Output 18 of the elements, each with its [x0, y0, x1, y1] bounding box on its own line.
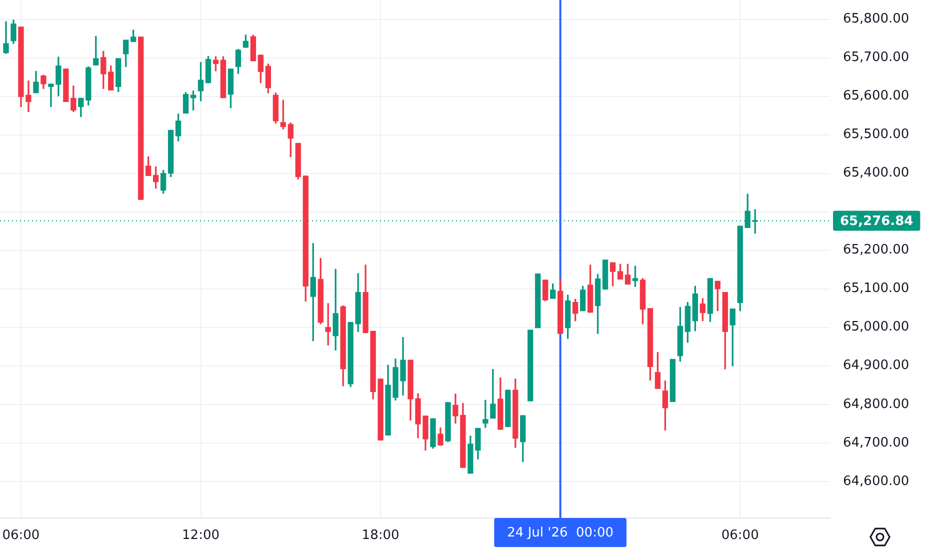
- y-tick-label: 64,700.00: [843, 435, 910, 450]
- y-tick-label: 64,900.00: [843, 358, 910, 374]
- y-tick-label: 65,400.00: [843, 166, 910, 181]
- ref-line-label: 24 Jul '26 00:00: [507, 525, 614, 540]
- x-tick-label: 18:00: [362, 528, 400, 544]
- y-tick-label: 64,600.00: [843, 474, 910, 489]
- y-tick-label: 65,200.00: [843, 242, 910, 258]
- y-tick-label: 65,600.00: [843, 88, 910, 104]
- y-tick-label: 65,000.00: [843, 320, 910, 335]
- y-tick-label: 65,100.00: [843, 281, 910, 296]
- y-tick-label: 65,500.00: [843, 127, 910, 142]
- y-tick-label: 65,700.00: [843, 50, 910, 66]
- x-tick-label: 06:00: [721, 528, 759, 544]
- y-tick-label: 65,800.00: [843, 12, 910, 27]
- ref-line-label: 65,276.84: [840, 214, 914, 230]
- x-tick-label: 12:00: [182, 528, 220, 544]
- y-tick-label: 64,800.00: [843, 396, 910, 412]
- x-tick-label: 06:00: [2, 528, 40, 544]
